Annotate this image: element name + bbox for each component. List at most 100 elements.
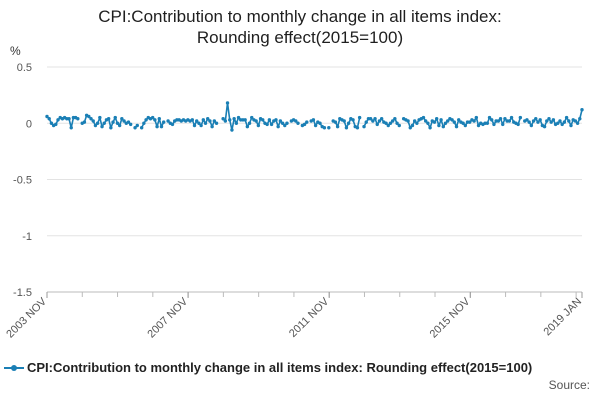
data-point [206,117,210,121]
data-point [516,122,520,127]
data-point [421,115,426,120]
data-point [254,119,258,123]
data-point [428,126,432,130]
legend[interactable]: CPI:Contribution to monthly change in al… [4,360,532,375]
data-point [439,118,443,122]
data-point [408,126,412,130]
data-point [485,121,490,125]
data-point [322,126,327,130]
y-tick-label: -1.5 [13,287,32,299]
y-axis-ticks: 0.5 0 -0.5 -1 -1.5 [13,62,32,299]
data-point [362,124,366,129]
data-point [397,123,401,128]
data-point [531,119,536,123]
data-point [450,118,454,122]
data-point [379,117,384,121]
x-tick-label: 2019 JAN [541,296,584,339]
data-point [432,120,437,124]
chart-title-line-2: Rounding effect(2015=100) [196,28,404,47]
data-point [133,126,137,130]
data-point [155,124,159,129]
data-point [538,118,542,122]
data-point [122,119,126,123]
data-point [100,124,104,129]
data-point [368,117,373,121]
data-point [305,120,309,124]
data-point [197,121,201,125]
data-point [437,123,441,128]
data-point [170,122,175,127]
data-point [503,117,507,121]
data-point [527,120,531,124]
data-point [269,122,274,127]
data-point [311,118,316,122]
data-point [214,121,219,125]
data-point [113,115,117,120]
data-point [492,122,496,127]
data-point [245,124,250,129]
data-point [390,119,395,123]
data-point [89,117,93,121]
data-point [232,117,236,121]
data-point [393,117,397,121]
data-point [261,118,265,122]
data-point [203,121,208,125]
data-point [388,121,393,125]
data-point [575,121,580,125]
data-point [412,119,417,123]
data-point [562,120,567,124]
data-point [344,126,349,130]
source-label: Source: [548,378,590,392]
y-axis-unit-label: % [10,44,21,58]
data-point [386,123,390,128]
data-point [144,118,148,122]
data-point [87,114,91,119]
data-point [318,121,322,125]
data-point [578,117,582,121]
data-point [225,101,230,105]
data-point [507,119,512,123]
data-point [509,115,514,120]
data-point [377,119,382,123]
data-point [109,126,113,130]
data-point [346,121,351,125]
gridlines [47,66,582,293]
data-point [342,119,346,123]
data-point [208,119,212,123]
data-point [67,117,71,121]
y-tick-label: -1 [22,231,32,243]
data-point [82,120,87,124]
data-point [111,120,115,124]
y-tick-label: 0.5 [17,62,32,74]
data-point [139,126,144,130]
data-point [228,118,232,122]
data-point [223,119,228,123]
data-point [157,117,161,121]
data-point [256,123,261,128]
data-point [549,120,553,124]
data-point [434,117,439,121]
data-point [278,119,283,123]
series-group [45,101,584,132]
data-point [106,117,111,121]
data-point [49,121,54,125]
data-point [128,122,133,127]
data-point [236,115,241,120]
x-tick-label: 2011 NOV [287,295,332,340]
data-point [93,123,98,128]
data-point [56,118,60,122]
data-point [150,115,155,120]
data-point [153,118,157,122]
data-point [371,119,375,123]
data-point [567,119,571,123]
data-point [247,121,252,125]
data-point [536,120,540,124]
data-point [95,121,100,125]
data-point [166,119,170,123]
data-point [199,123,203,128]
data-point [373,117,377,121]
data-point [102,121,106,125]
data-point [195,119,199,123]
chart-title: CPI:Contribution to monthly change in al… [0,6,600,48]
data-point [580,108,584,112]
